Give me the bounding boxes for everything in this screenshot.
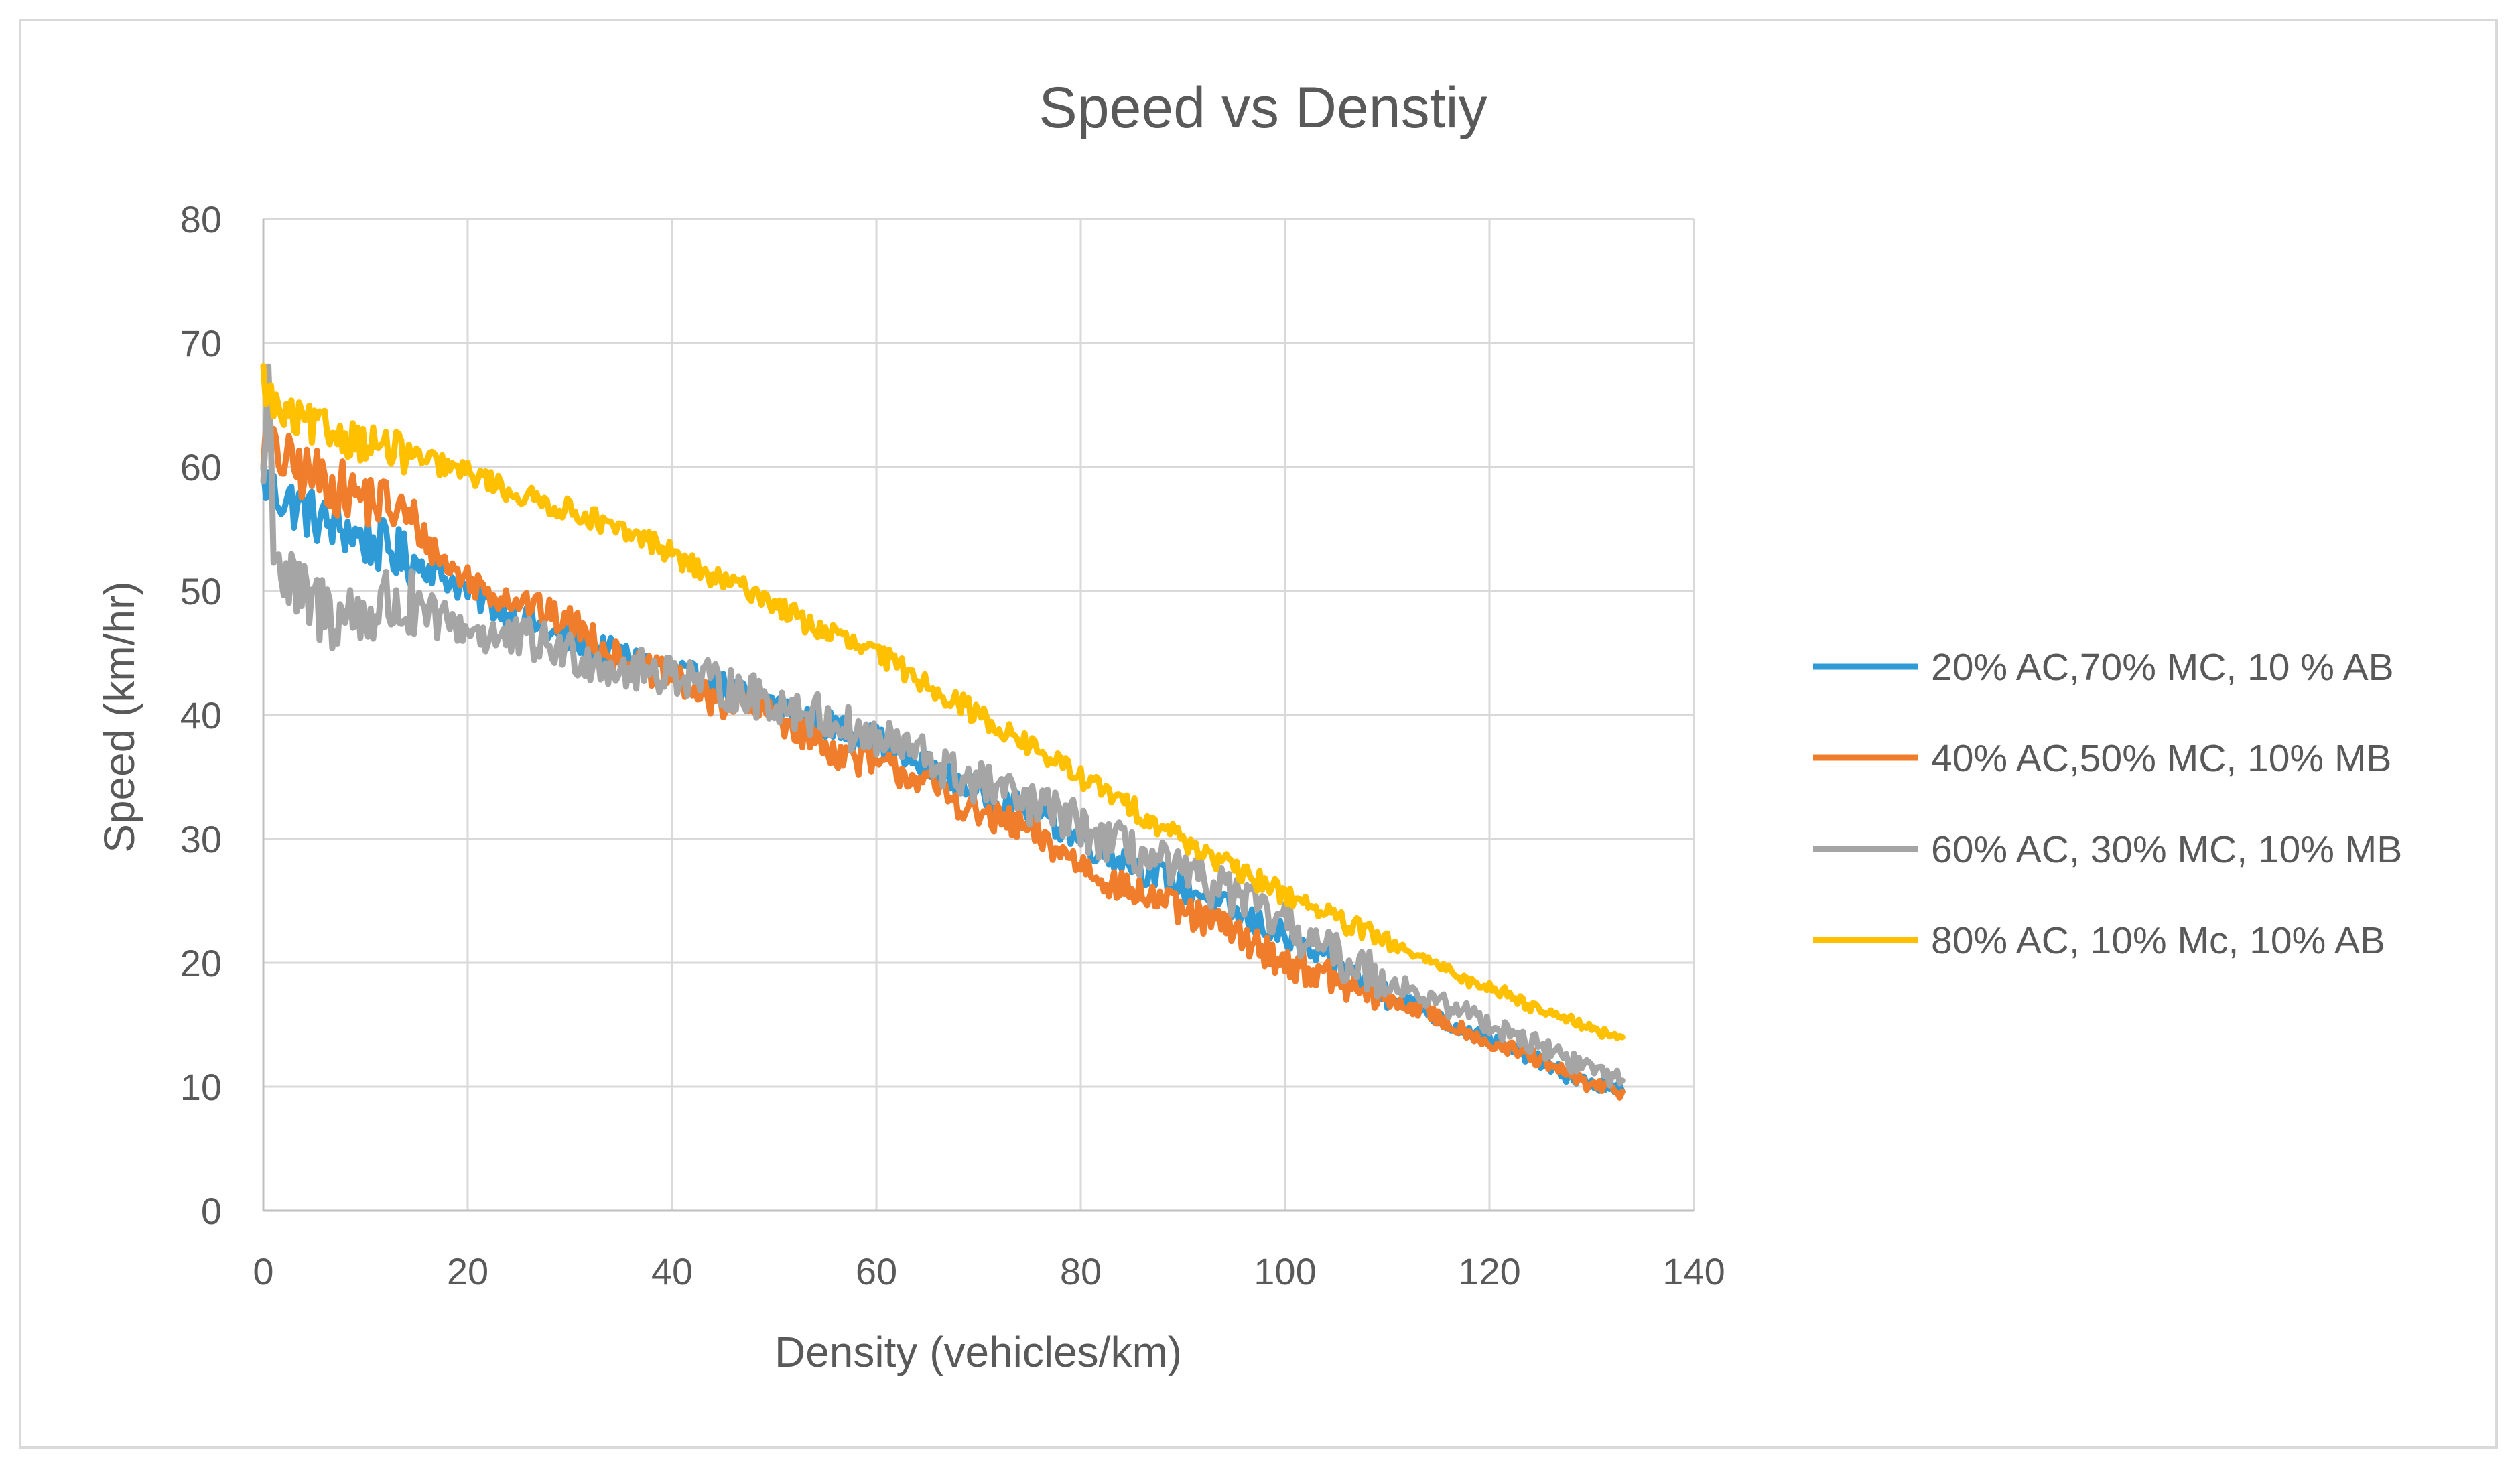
series-line-4: [260, 363, 1626, 1041]
y-tick-label: 10: [180, 1066, 222, 1108]
y-tick-label: 20: [180, 942, 222, 984]
legend: 20% AC,70% MC, 10 % AB 40% AC,50% MC, 10%…: [1813, 646, 2402, 962]
x-tick-label: 120: [1458, 1250, 1520, 1292]
legend-label-4: 80% AC, 10% Mc, 10% AB: [1931, 919, 2385, 962]
y-tick-label: 60: [180, 446, 222, 488]
y-tick-label: 40: [180, 694, 222, 736]
x-tick-label: 0: [253, 1250, 273, 1292]
x-tick-label: 20: [447, 1250, 488, 1292]
legend-label-1: 20% AC,70% MC, 10 % AB: [1931, 646, 2394, 689]
x-axis-label: Density (vehicles/km): [775, 1328, 1182, 1376]
legend-label-2: 40% AC,50% MC, 10% MB: [1931, 737, 2391, 780]
x-tick-label: 80: [1060, 1250, 1102, 1292]
x-tick-label: 100: [1254, 1250, 1316, 1292]
y-axis-label: Speed (km/hr): [95, 581, 143, 852]
y-tick-label: 80: [180, 198, 222, 241]
x-tick-label: 60: [856, 1250, 897, 1292]
y-tick-label: 70: [180, 322, 222, 364]
y-tick-label: 0: [201, 1190, 222, 1232]
tick-labels: 0 10 20 30 40 50 60 70 80 0 20 40 60 80 100 120 140: [180, 198, 1725, 1292]
legend-label-3: 60% AC, 30% MC, 10% MB: [1931, 828, 2402, 871]
chart-title: Speed vs Denstiy: [1039, 76, 1487, 140]
x-tick-label: 40: [651, 1250, 693, 1292]
y-tick-label: 30: [180, 818, 222, 860]
grid: [263, 218, 1695, 1211]
series-lines: [260, 363, 1626, 1101]
series-line-3: [260, 363, 1626, 1089]
y-tick-label: 50: [180, 570, 222, 612]
x-tick-label: 140: [1662, 1250, 1725, 1292]
